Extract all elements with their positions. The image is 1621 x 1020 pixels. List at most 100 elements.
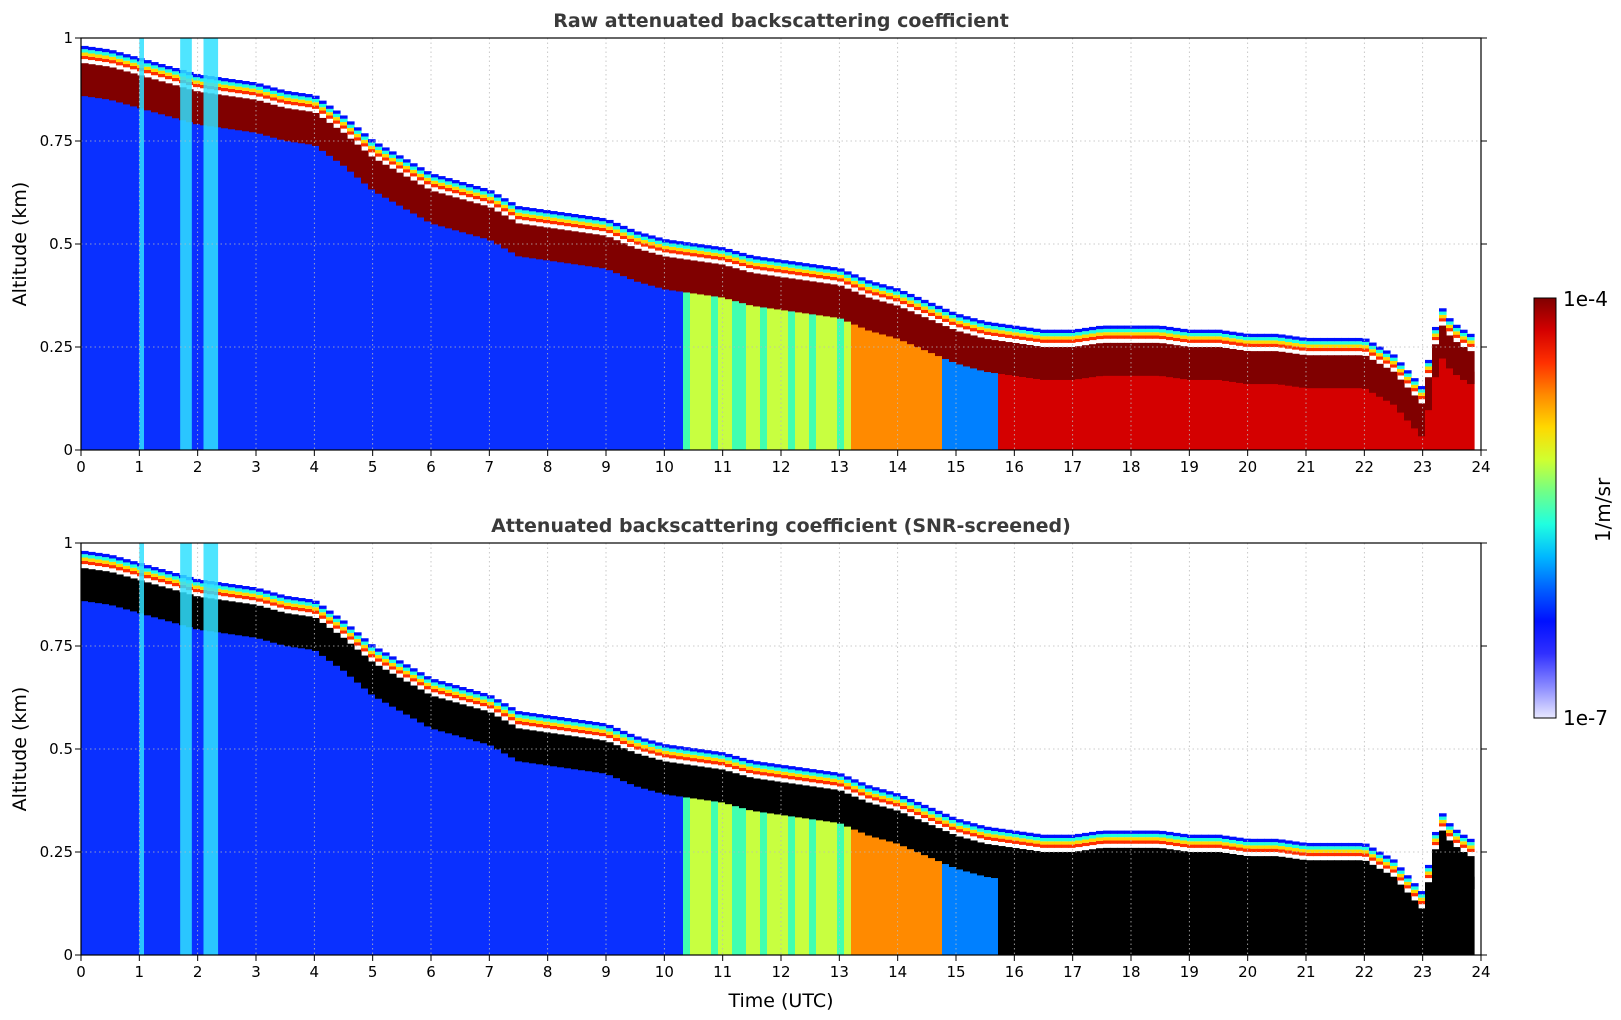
heatmap-column-edge [1334,852,1342,857]
heatmap-column-edge [431,174,439,178]
heatmap-column-edge [998,838,1006,842]
heatmap-column-edge [1019,330,1027,334]
heatmap-column-edge [802,771,810,775]
heatmap-column-base [228,621,236,955]
heatmap-column-edge [95,54,103,58]
heatmap-column-edge [263,92,271,96]
heatmap-column-edge [935,309,943,313]
heatmap-column-base [585,758,593,955]
heatmap-column-edge [242,595,250,600]
heatmap-column-edge [389,154,397,158]
heatmap-column-base [1061,872,1069,955]
heatmap-column-edge [95,47,103,52]
heatmap-column-edge [480,197,488,202]
heatmap-column-edge [725,252,733,256]
heatmap-column-core [970,335,978,369]
heatmap-column-edge [340,623,348,628]
heatmap-column-base [130,94,138,450]
heatmap-column-edge [746,769,754,774]
heatmap-column-edge [354,635,362,639]
heatmap-column-edge [578,218,586,222]
heatmap-column-edge [1075,328,1083,333]
heatmap-column-base [529,245,537,450]
heatmap-column-base [1313,375,1321,450]
heatmap-column-base [1026,365,1034,450]
heatmap-column-edge [879,792,887,796]
heatmap-column-base [424,209,432,450]
heatmap-column-edge [711,754,719,758]
heatmap-column-core [165,588,173,622]
heatmap-column-edge [221,84,229,88]
heatmap-column-core [249,604,257,638]
heatmap-column-base [1180,871,1188,955]
heatmap-column-edge [1012,834,1020,838]
heatmap-column-base [1117,363,1125,450]
heatmap-column-edge [445,184,453,188]
heatmap-column-edge [88,56,96,61]
heatmap-column-edge [648,750,656,754]
heatmap-column-core [942,831,950,865]
heatmap-column-edge [816,268,824,272]
heatmap-column-edge [1432,336,1440,341]
heatmap-column-edge [347,636,355,640]
heatmap-column-edge [613,734,621,738]
heatmap-column-core [1418,908,1426,942]
heatmap-column-edge [81,45,89,50]
heatmap-column-core [1187,347,1195,380]
heatmap-column-core [711,768,719,802]
heatmap-column-base [1124,363,1132,450]
heatmap-column-edge [1292,339,1300,344]
heatmap-column-edge [865,280,873,284]
heatmap-column-edge [102,55,110,59]
heatmap-column-edge [809,775,817,779]
heatmap-column-base [1047,367,1055,450]
grid-raw [81,38,1481,450]
heatmap-column-core [746,777,754,811]
heatmap-column-edge [543,718,551,722]
heatmap-column-core [515,728,523,762]
heatmap-column-edge [158,64,166,68]
heatmap-column-edge [858,785,866,789]
heatmap-column-base [1131,363,1139,450]
heatmap-column-edge [1145,830,1153,834]
heatmap-column-base [1124,868,1132,955]
heatmap-column-edge [1320,852,1328,857]
heatmap-column-base [1306,375,1314,450]
heatmap-column-core [620,748,628,782]
heatmap-column-edge [669,240,677,244]
heatmap-column-base [1460,872,1468,955]
heatmap-column-core [382,164,390,198]
heatmap-column-core [788,783,796,817]
heatmap-column-edge [578,726,586,730]
heatmap-column-base [1334,880,1342,955]
heatmap-column-edge [1439,311,1447,315]
heatmap-column-edge [151,576,159,581]
heatmap-column-edge [1313,344,1321,348]
heatmap-column-edge [375,658,383,662]
heatmap-column-edge [865,286,873,291]
heatmap-column-core [389,168,397,202]
heatmap-column-core [235,97,243,131]
heatmap-column-edge [1432,835,1440,839]
heatmap-column-base [116,90,124,450]
heatmap-column-edge [1068,837,1076,842]
heatmap-column-core [1362,860,1370,894]
heatmap-column-edge [606,229,614,234]
heatmap-column-edge [396,670,404,674]
heatmap-column-core [333,632,341,666]
heatmap-column-edge [900,300,908,305]
heatmap-column-edge [907,297,915,301]
heatmap-column-edge [956,829,964,833]
heatmap-column-base [1110,868,1118,955]
heatmap-column-core [928,320,936,354]
heatmap-column-edge [144,574,152,579]
heatmap-column-base [1047,872,1055,955]
heatmap-column-edge [1096,335,1104,340]
heatmap-column-edge [284,100,292,105]
heatmap-column-core [1124,847,1132,881]
heatmap-column-core [1180,851,1188,885]
heatmap-column-edge [809,769,817,773]
heatmap-column-edge [1362,850,1370,854]
heatmap-column-base [683,280,691,450]
heatmap-column-edge [1425,864,1433,869]
